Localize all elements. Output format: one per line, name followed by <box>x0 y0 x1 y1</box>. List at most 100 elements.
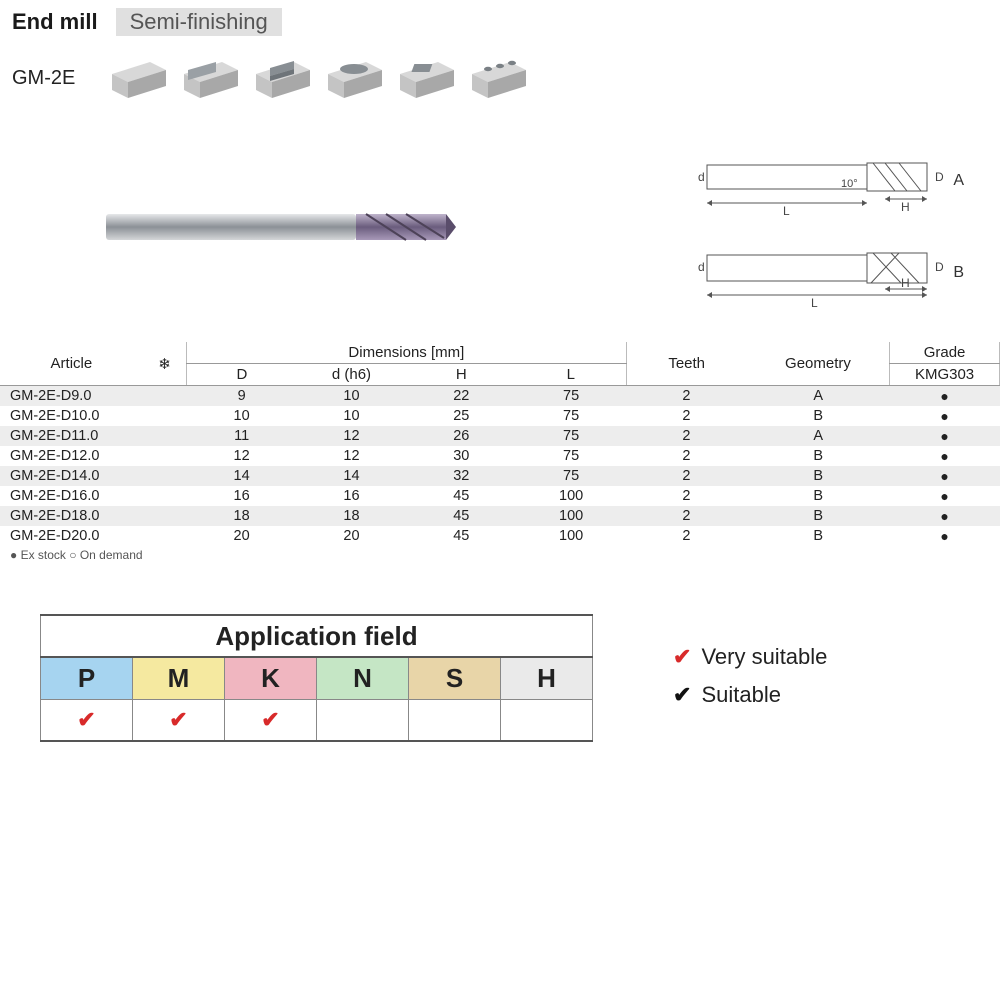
cell-L: 75 <box>516 446 626 466</box>
cell-grade: ● <box>890 446 1000 466</box>
cell-geom: B <box>747 526 890 546</box>
cell-H: 30 <box>406 446 516 466</box>
app-col-S: S <box>409 657 501 699</box>
spec-table: Article ❄ Dimensions [mm] Teeth Geometry… <box>0 342 1000 546</box>
cell-H: 45 <box>406 526 516 546</box>
cell-L: 75 <box>516 426 626 446</box>
cell-grade: ● <box>890 406 1000 426</box>
svg-text:10°: 10° <box>841 178 858 190</box>
legend-suitable: Suitable <box>701 682 781 708</box>
legend-very: Very suitable <box>701 644 827 670</box>
cell-teeth: 2 <box>626 386 747 407</box>
cell-geom: B <box>747 406 890 426</box>
col-snow-icon: ❄ <box>143 342 187 386</box>
cell-teeth: 2 <box>626 406 747 426</box>
app-col-H: H <box>501 657 593 699</box>
table-row: GM-2E-D20.0 20 20 45 100 2 B ● <box>0 526 1000 546</box>
app-val-H <box>501 699 593 741</box>
cell-article: GM-2E-D20.0 <box>0 526 143 546</box>
cell-L: 100 <box>516 486 626 506</box>
app-val-K: ✔ <box>225 699 317 741</box>
tech-drawing-b-icon: d D L H <box>695 237 945 309</box>
table-row: GM-2E-D11.0 11 12 26 75 2 A ● <box>0 426 1000 446</box>
cell-article: GM-2E-D18.0 <box>0 506 143 526</box>
cell-D: 9 <box>187 386 297 407</box>
app-col-N: N <box>317 657 409 699</box>
cell-geom: B <box>747 466 890 486</box>
cell-grade: ● <box>890 386 1000 407</box>
cell-D: 18 <box>187 506 297 526</box>
col-grade: KMG303 <box>890 364 1000 386</box>
cell-H: 45 <box>406 486 516 506</box>
svg-text:d: d <box>698 260 705 274</box>
cell-D: 12 <box>187 446 297 466</box>
tool-render-icon <box>106 192 466 262</box>
drawing-b-label: B <box>953 264 964 282</box>
cell-teeth: 2 <box>626 526 747 546</box>
application-table: Application field PMKNSH ✔✔✔ <box>40 614 593 742</box>
cell-grade: ● <box>890 526 1000 546</box>
svg-text:d: d <box>698 170 705 184</box>
application-section: Application field PMKNSH ✔✔✔ ✔Very suita… <box>40 614 960 742</box>
app-val-S <box>409 699 501 741</box>
table-row: GM-2E-D14.0 14 14 32 75 2 B ● <box>0 466 1000 486</box>
cell-d: 12 <box>297 426 407 446</box>
cell-teeth: 2 <box>626 466 747 486</box>
check-black-icon: ✔ <box>673 682 691 708</box>
cell-H: 25 <box>406 406 516 426</box>
cell-H: 45 <box>406 506 516 526</box>
col-article: Article <box>0 342 143 386</box>
cell-article: GM-2E-D16.0 <box>0 486 143 506</box>
cell-L: 100 <box>516 526 626 546</box>
illustration-section: d D 10° L H A d D L H B <box>0 102 1000 342</box>
table-row: GM-2E-D16.0 16 16 45 100 2 B ● <box>0 486 1000 506</box>
col-geometry: Geometry <box>747 342 890 386</box>
cell-D: 14 <box>187 466 297 486</box>
cell-H: 22 <box>406 386 516 407</box>
cell-grade: ● <box>890 486 1000 506</box>
table-row: GM-2E-D18.0 18 18 45 100 2 B ● <box>0 506 1000 526</box>
operation-icons <box>106 54 530 102</box>
cell-article: GM-2E-D11.0 <box>0 426 143 446</box>
cell-H: 32 <box>406 466 516 486</box>
app-val-M: ✔ <box>133 699 225 741</box>
page-subtitle: Semi-finishing <box>116 8 282 36</box>
check-red-icon: ✔ <box>673 644 691 670</box>
col-d: d (h6) <box>297 364 407 386</box>
cell-geom: A <box>747 426 890 446</box>
cell-geom: A <box>747 386 890 407</box>
cell-geom: B <box>747 506 890 526</box>
cell-L: 100 <box>516 506 626 526</box>
col-L: L <box>516 364 626 386</box>
cell-D: 10 <box>187 406 297 426</box>
cell-D: 20 <box>187 526 297 546</box>
col-grade-group: Grade <box>890 342 1000 364</box>
app-col-P: P <box>41 657 133 699</box>
cell-teeth: 2 <box>626 446 747 466</box>
cell-geom: B <box>747 486 890 506</box>
tech-drawing-a-icon: d D 10° L H <box>695 145 945 217</box>
svg-text:H: H <box>901 200 910 214</box>
cell-geom: B <box>747 446 890 466</box>
cell-D: 11 <box>187 426 297 446</box>
header-section: End mill Semi-finishing GM-2E <box>0 0 1000 102</box>
app-val-N <box>317 699 409 741</box>
stock-footnote: ● Ex stock ○ On demand <box>0 546 1000 564</box>
col-teeth: Teeth <box>626 342 747 386</box>
drawing-a-label: A <box>953 172 964 190</box>
col-dimensions-group: Dimensions [mm] <box>187 342 626 364</box>
app-col-K: K <box>225 657 317 699</box>
application-title: Application field <box>41 615 593 657</box>
col-D: D <box>187 364 297 386</box>
cell-teeth: 2 <box>626 486 747 506</box>
cell-article: GM-2E-D10.0 <box>0 406 143 426</box>
app-val-P: ✔ <box>41 699 133 741</box>
app-col-M: M <box>133 657 225 699</box>
page-title: End mill <box>12 9 98 35</box>
cell-H: 26 <box>406 426 516 446</box>
table-row: GM-2E-D9.0 9 10 22 75 2 A ● <box>0 386 1000 407</box>
cell-article: GM-2E-D14.0 <box>0 466 143 486</box>
svg-text:H: H <box>901 276 910 290</box>
svg-text:L: L <box>783 204 790 217</box>
application-legend: ✔ Very suitable ✔ Suitable <box>673 614 827 708</box>
